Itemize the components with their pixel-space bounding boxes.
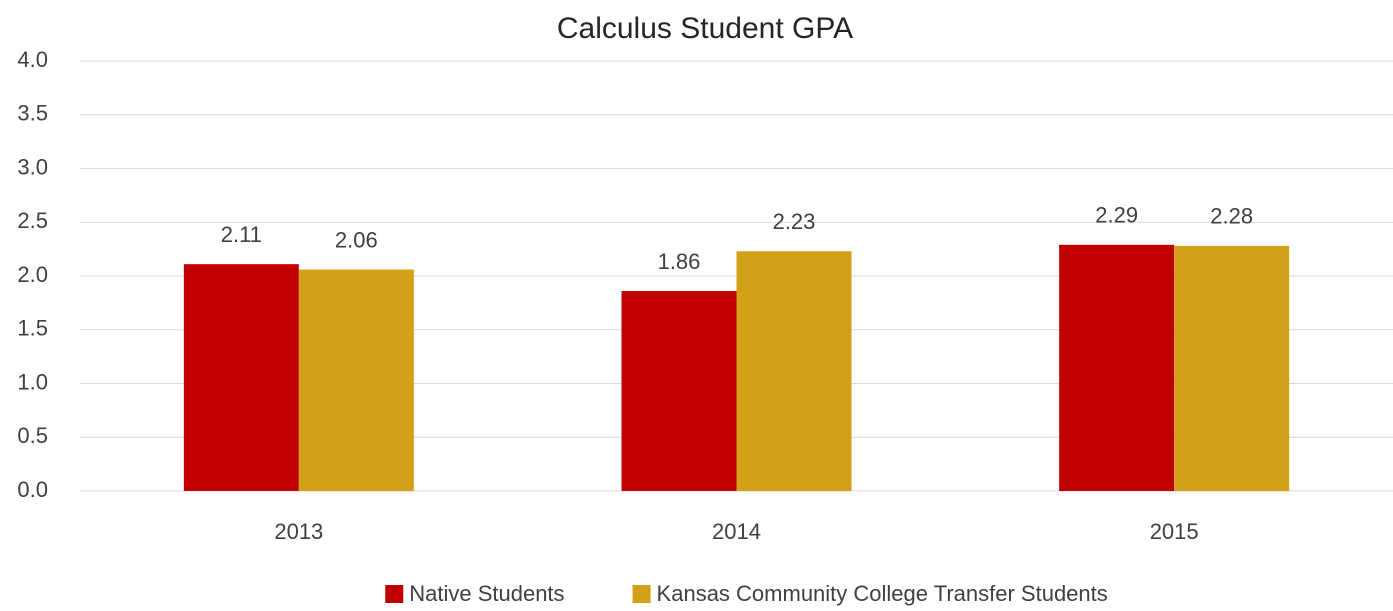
x-tick-label: 2015: [1150, 519, 1199, 544]
bar: [1059, 244, 1175, 491]
data-label: 2.28: [1210, 204, 1253, 229]
chart-title: Calculus Student GPA: [557, 12, 853, 45]
y-tick-label: 0.5: [17, 423, 48, 448]
data-label: 2.06: [335, 227, 378, 252]
y-tick-label: 2.0: [17, 262, 48, 287]
y-tick-label: 1.5: [17, 316, 48, 341]
y-tick-label: 3.5: [17, 101, 48, 126]
legend-label: Kansas Community College Transfer Studen…: [657, 581, 1108, 606]
bar: [1174, 245, 1290, 491]
bar: [621, 291, 737, 491]
legend-swatch: [385, 585, 404, 603]
legend-label: Native Students: [409, 581, 564, 606]
y-tick-label: 0.0: [17, 477, 48, 502]
y-tick-label: 1.0: [17, 369, 48, 394]
legend-swatch: [632, 585, 651, 603]
x-tick-label: 2013: [274, 519, 323, 544]
y-tick-label: 3.0: [17, 154, 48, 179]
bar: [183, 264, 299, 491]
y-tick-label: 4.0: [17, 47, 48, 72]
bar: [298, 269, 414, 491]
x-tick-label: 2014: [712, 519, 761, 544]
data-label: 2.23: [773, 209, 816, 234]
data-label: 2.29: [1095, 203, 1138, 228]
y-tick-label: 2.5: [17, 208, 48, 233]
bar: [736, 251, 852, 491]
data-label: 2.11: [221, 222, 262, 247]
data-label: 1.86: [658, 249, 701, 274]
